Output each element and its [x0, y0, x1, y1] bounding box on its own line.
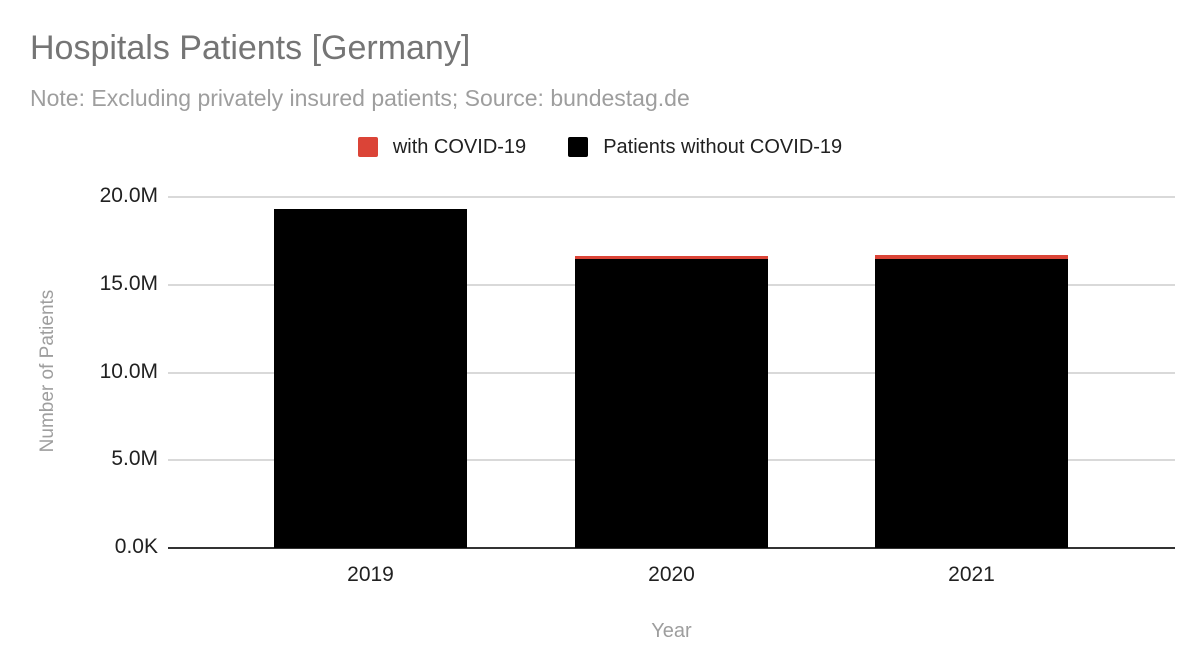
y-tick-label: 0.0K — [114, 535, 158, 558]
y-tick-label: 5.0M — [111, 447, 158, 471]
y-tick-label: 20.0M — [99, 184, 158, 207]
legend-swatch-icon — [357, 137, 378, 157]
gridline-20.0M — [168, 196, 1175, 198]
x-axis-title: Year — [651, 620, 692, 642]
legend-item-without-covid: Patients without COVID-19 — [568, 136, 842, 159]
y-axis-title: Number of Patients — [37, 289, 58, 453]
legend-item-with-covid: with COVID-19 — [357, 135, 527, 159]
x-axis-line — [168, 547, 1175, 549]
bar-2021-with-covid — [875, 254, 1068, 260]
chart-title: Hospitals Patients [Germany] — [30, 29, 471, 67]
bar-2020-with-covid — [575, 255, 768, 259]
legend-label: with COVID-19 — [392, 135, 527, 158]
chart-subtitle: Note: Excluding privately insured patien… — [30, 85, 690, 111]
x-tick-label-2021: 2021 — [948, 563, 995, 586]
plot-area — [168, 196, 1175, 549]
x-tick-label-2019: 2019 — [347, 563, 394, 586]
chart-legend: with COVID-19 Patients without COVID-19 — [0, 133, 1200, 161]
x-tick-label-2020: 2020 — [648, 563, 695, 586]
bar-2020-without-covid — [575, 258, 768, 548]
y-tick-label: 10.0M — [99, 359, 158, 383]
y-tick-label: 15.0M — [99, 271, 158, 295]
bar-2021-without-covid — [875, 259, 1068, 548]
bar-2019-without-covid — [274, 209, 467, 548]
legend-swatch-icon — [568, 137, 589, 157]
legend-label: Patients without COVID-19 — [603, 135, 843, 158]
